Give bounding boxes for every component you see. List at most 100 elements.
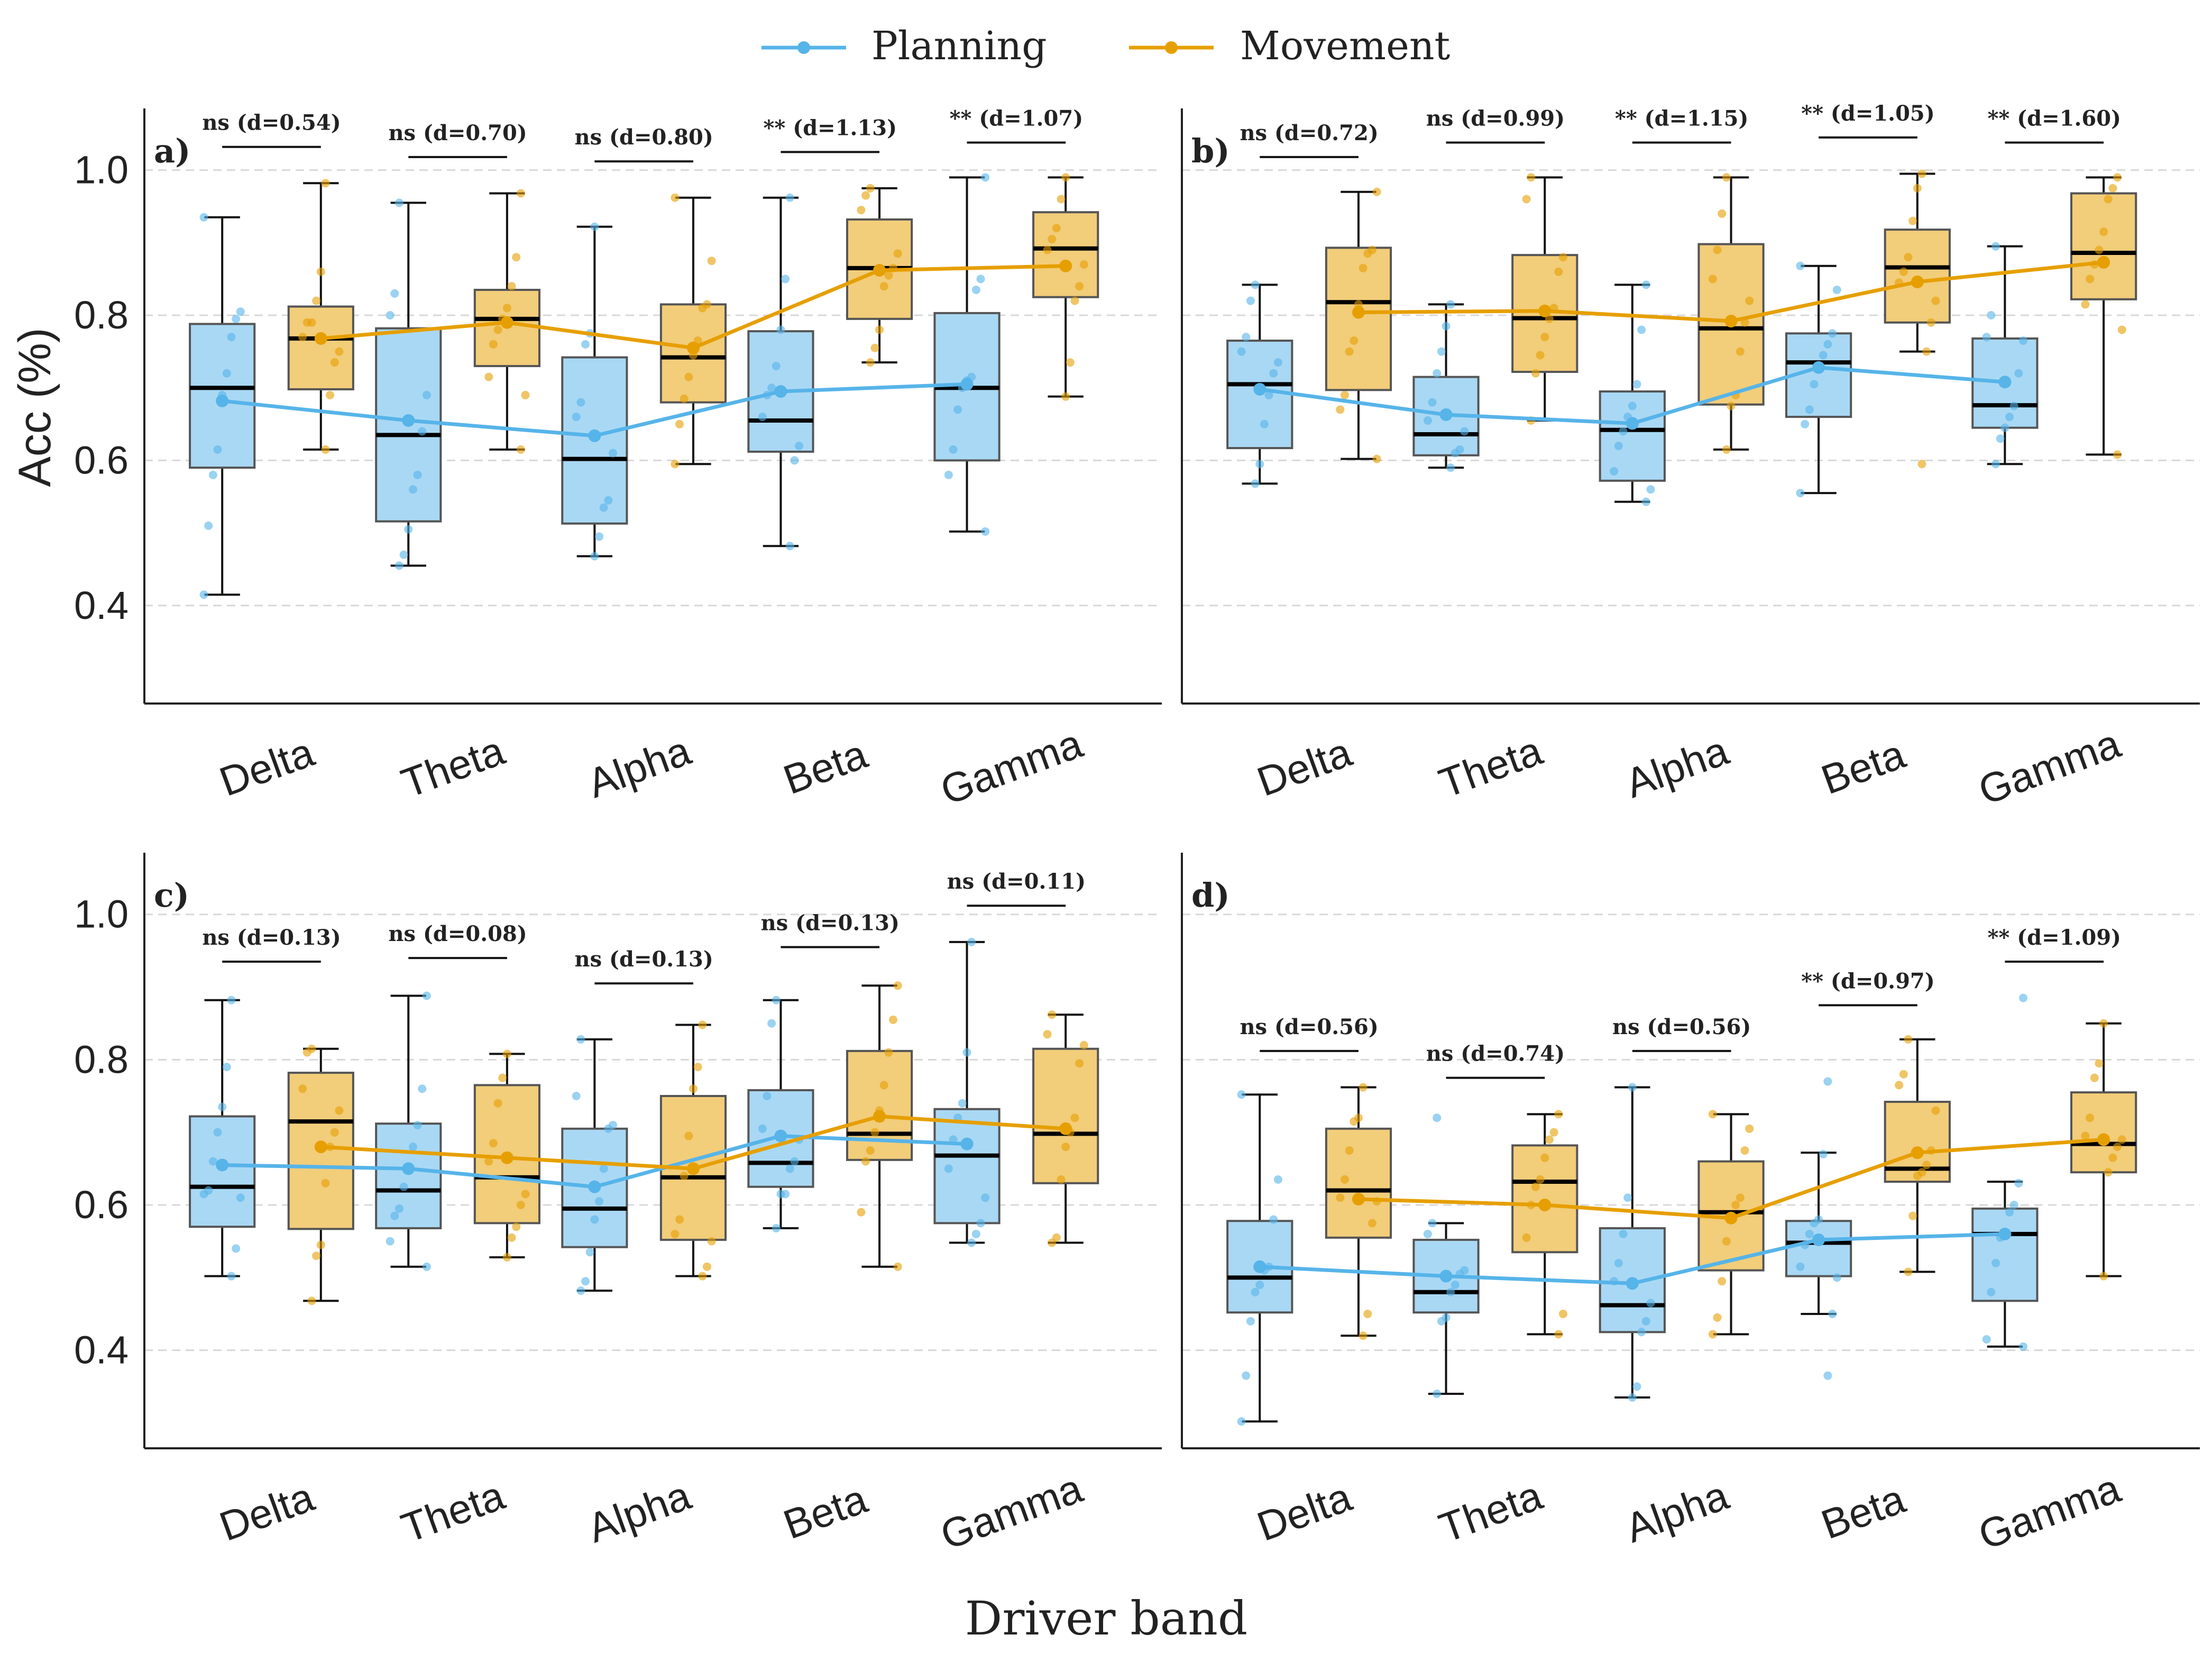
data-point xyxy=(2009,401,2018,410)
planning-box[interactable] xyxy=(561,222,628,561)
data-point xyxy=(1991,242,2000,251)
movement-box[interactable] xyxy=(2070,1019,2137,1281)
movement-box[interactable] xyxy=(2070,173,2137,459)
data-point xyxy=(512,1222,521,1231)
planning-box[interactable] xyxy=(1412,1113,1480,1399)
movement-box[interactable] xyxy=(287,179,354,454)
data-point xyxy=(1904,253,1913,262)
data-point xyxy=(1987,311,1996,320)
iqr-box xyxy=(375,1122,442,1229)
panel-c: 0.4 0.6 0.8 1.0 Delta Theta Alpha Beta Gamma c) ns… xyxy=(74,853,1162,1558)
data-point xyxy=(698,1020,707,1029)
legend-item-movement[interactable]: Movement xyxy=(1129,23,1451,69)
data-point xyxy=(857,1208,866,1217)
data-point xyxy=(1423,416,1432,425)
data-point xyxy=(1908,1211,1917,1220)
planning-box[interactable] xyxy=(1599,280,1666,506)
planning-box[interactable] xyxy=(933,173,1001,536)
data-point xyxy=(2113,173,2122,182)
planning-box[interactable] xyxy=(1971,242,2039,469)
planning-box[interactable] xyxy=(747,996,814,1232)
movement-box[interactable] xyxy=(287,1044,354,1305)
planning-box[interactable] xyxy=(933,937,1001,1247)
planning-box[interactable] xyxy=(375,198,442,570)
movement-mean-marker xyxy=(500,1151,513,1164)
y-tick-label: 1.0 xyxy=(74,892,129,936)
planning-box[interactable] xyxy=(375,991,442,1271)
data-point xyxy=(1354,1113,1363,1122)
movement-box[interactable] xyxy=(1325,187,1392,463)
data-point xyxy=(1641,280,1650,289)
planning-box[interactable] xyxy=(1785,1077,1852,1380)
data-point xyxy=(1619,427,1628,436)
y-tick-label: 0.4 xyxy=(74,1328,129,1372)
movement-mean-marker xyxy=(1538,304,1552,317)
data-point xyxy=(1926,318,1935,327)
data-point xyxy=(321,1179,330,1188)
data-point xyxy=(335,347,344,356)
data-point xyxy=(879,282,888,291)
data-point xyxy=(1061,173,1070,182)
data-point xyxy=(1996,434,2005,443)
movement-mean-marker xyxy=(686,341,700,354)
data-point xyxy=(227,333,236,342)
data-point xyxy=(971,285,980,294)
data-point xyxy=(213,445,222,454)
movement-box[interactable] xyxy=(1884,169,1951,469)
movement-box[interactable] xyxy=(1884,1035,1951,1276)
data-point xyxy=(953,405,962,414)
movement-box[interactable] xyxy=(1032,173,1099,401)
movement-box[interactable] xyxy=(1511,173,1578,425)
significance-label: ns (d=0.13) xyxy=(202,925,341,950)
data-point xyxy=(1745,296,1754,305)
data-point xyxy=(958,1099,967,1108)
data-point xyxy=(1540,1153,1549,1162)
movement-box[interactable] xyxy=(1697,173,1765,454)
movement-box[interactable] xyxy=(846,981,913,1271)
x-tick-label: Alpha xyxy=(1619,727,1734,807)
data-point xyxy=(1359,1083,1367,1092)
data-point xyxy=(1805,405,1814,414)
planning-mean-marker xyxy=(774,385,787,398)
data-point xyxy=(1251,280,1260,289)
data-point xyxy=(1363,1309,1372,1318)
data-point xyxy=(1359,1331,1367,1340)
data-point xyxy=(949,445,958,454)
data-point xyxy=(590,222,599,231)
planning-box[interactable] xyxy=(1412,300,1480,472)
planning-box[interactable] xyxy=(1226,280,1293,488)
data-point xyxy=(227,1272,236,1281)
movement-box[interactable] xyxy=(1325,1083,1392,1340)
data-point xyxy=(2090,1073,2099,1082)
data-point xyxy=(227,996,236,1004)
data-point xyxy=(2000,423,2009,432)
data-point xyxy=(1554,1110,1563,1119)
planning-box[interactable] xyxy=(1226,1090,1293,1426)
planning-mean-marker xyxy=(1253,382,1266,396)
data-point xyxy=(785,193,794,202)
planning-box[interactable] xyxy=(189,996,256,1281)
iqr-box xyxy=(2070,1091,2137,1174)
data-point xyxy=(321,179,330,188)
data-point xyxy=(1446,463,1455,472)
planning-box[interactable] xyxy=(1971,993,2039,1351)
significance-label: ns (d=0.08) xyxy=(388,921,527,946)
movement-box[interactable] xyxy=(1511,1110,1578,1339)
data-point xyxy=(595,1197,604,1206)
movement-mean-marker xyxy=(500,316,513,329)
data-point xyxy=(2019,1342,2028,1351)
movement-box[interactable] xyxy=(1032,1010,1099,1247)
movement-box[interactable] xyxy=(659,193,727,469)
planning-box[interactable] xyxy=(747,193,814,551)
movement-box[interactable] xyxy=(473,189,540,454)
planning-mean-marker xyxy=(1812,361,1825,374)
planning-box[interactable] xyxy=(1599,1083,1666,1402)
data-point xyxy=(1341,1175,1349,1184)
data-point xyxy=(884,1048,893,1057)
data-point xyxy=(866,358,875,367)
legend-item-planning[interactable]: Planning xyxy=(761,23,1047,69)
movement-mean-marker xyxy=(2097,255,2110,269)
data-point xyxy=(702,1262,711,1271)
data-point xyxy=(1423,1229,1432,1238)
data-point xyxy=(1708,275,1717,284)
